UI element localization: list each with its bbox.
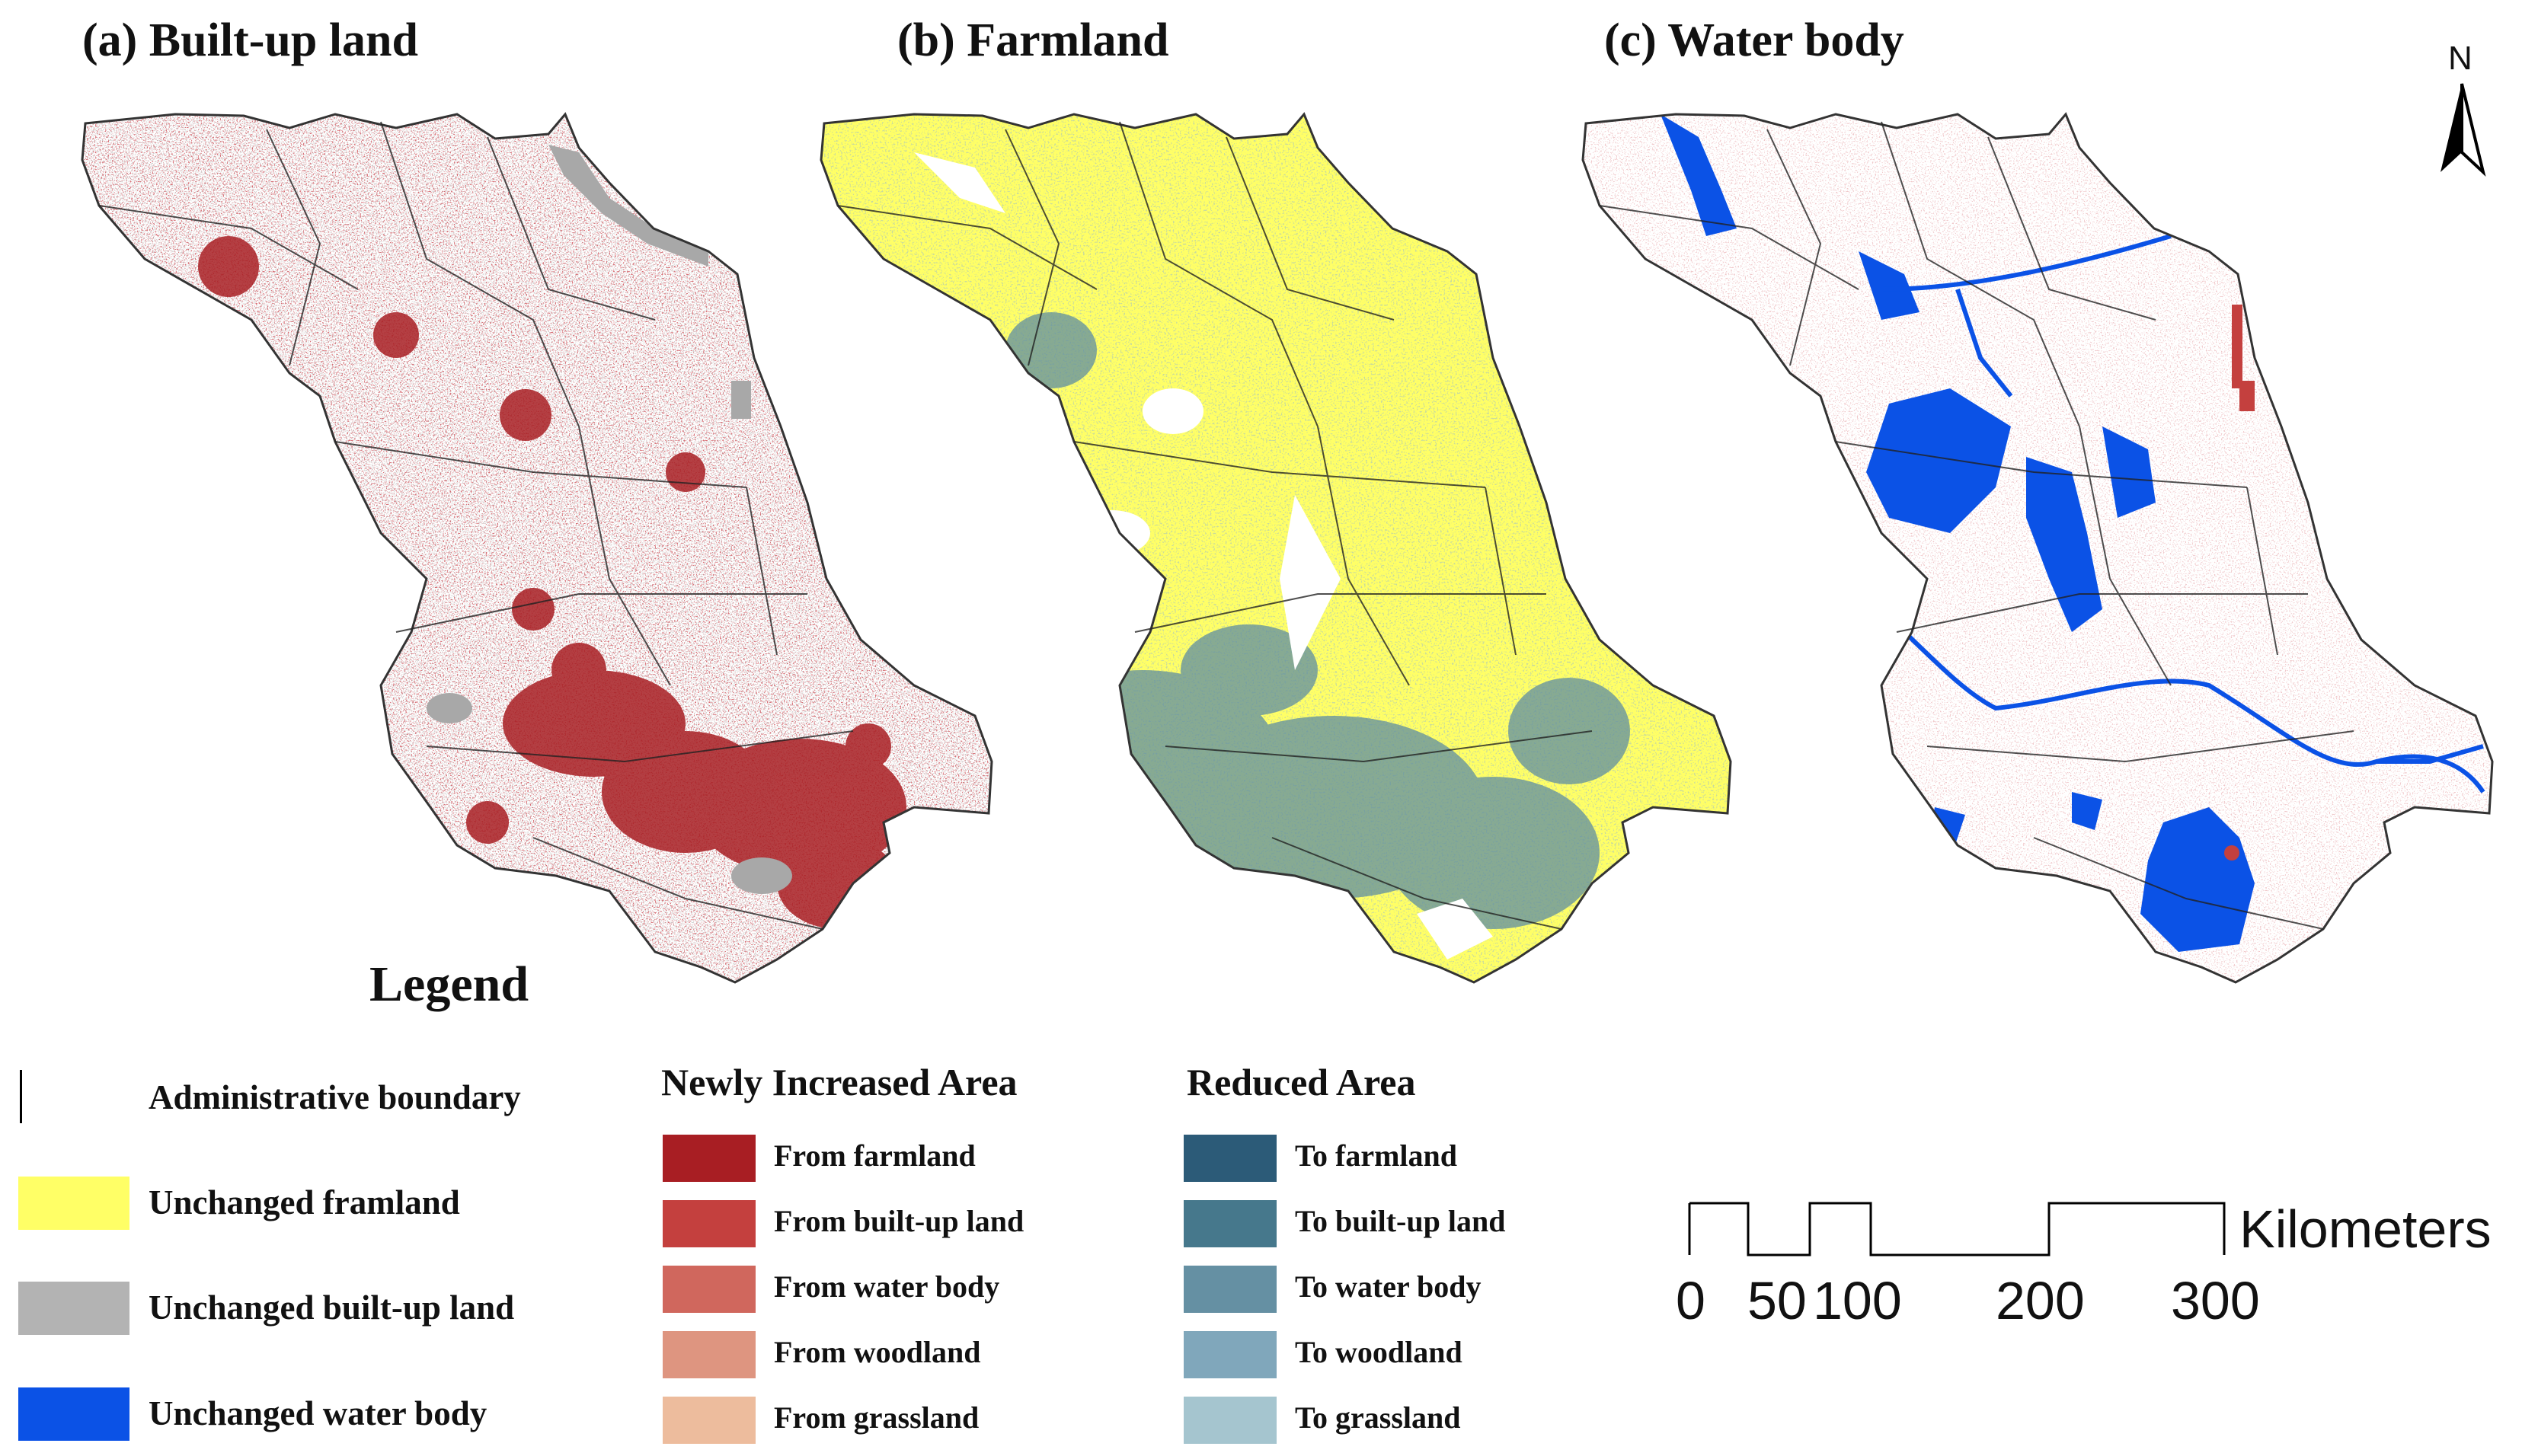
- legend-boundary-label: Administrative boundary: [149, 1078, 521, 1116]
- reduced-title: Reduced Area: [1187, 1061, 1416, 1103]
- swatch-to-woodland: [1184, 1331, 1277, 1378]
- map-water-body: [1581, 113, 2494, 984]
- legend-title: Legend: [369, 956, 529, 1012]
- swatch-from-built-up: [663, 1200, 756, 1247]
- scale-tick-300: 300: [2171, 1271, 2260, 1330]
- swatch-to-grassland: [1184, 1397, 1277, 1444]
- legend-from-woodland: From woodland: [774, 1335, 981, 1369]
- legend-from-built-up: From built-up land: [774, 1204, 1024, 1238]
- swatch-from-farmland: [663, 1135, 756, 1182]
- legend-unchanged-built-up: Unchanged built-up land: [149, 1288, 515, 1327]
- map-farmland: [820, 113, 1732, 984]
- scale-tick-100: 100: [1813, 1271, 1902, 1330]
- scale-tick-50: 50: [1747, 1271, 1807, 1330]
- swatch-from-woodland: [663, 1331, 756, 1378]
- newly-increased-title: Newly Increased Area: [661, 1061, 1018, 1103]
- boundary-line-swatch: [20, 1070, 22, 1123]
- legend-unchanged-farmland: Unchanged framland: [149, 1183, 460, 1221]
- legend-unchanged-water: Unchanged water body: [149, 1394, 487, 1432]
- scale-bar: [1688, 1202, 2226, 1256]
- swatch-to-built-up: [1184, 1200, 1277, 1247]
- panel-a-title: (a) Built-up land: [82, 14, 419, 66]
- north-arrow-icon: [2441, 83, 2486, 177]
- swatch-from-grassland: [663, 1397, 756, 1444]
- swatch-to-water: [1184, 1266, 1277, 1313]
- panel-c-title: (c) Water body: [1604, 14, 1904, 66]
- legend-to-farmland: To farmland: [1295, 1138, 1458, 1173]
- swatch-from-water: [663, 1266, 756, 1313]
- north-label: N: [2448, 40, 2472, 77]
- legend-to-built-up: To built-up land: [1295, 1204, 1506, 1238]
- legend-from-grassland: From grassland: [774, 1400, 980, 1435]
- swatch-unchanged-built-up: [18, 1282, 129, 1335]
- legend-from-water: From water body: [774, 1269, 1000, 1304]
- swatch-to-farmland: [1184, 1135, 1277, 1182]
- panel-b-title: (b) Farmland: [897, 14, 1169, 66]
- legend-to-water: To water body: [1295, 1269, 1482, 1304]
- scale-unit: Kilometers: [2239, 1199, 2492, 1259]
- swatch-unchanged-water: [18, 1387, 129, 1441]
- swatch-unchanged-farmland: [18, 1177, 129, 1230]
- legend-from-farmland: From farmland: [774, 1138, 976, 1173]
- scale-tick-0: 0: [1676, 1271, 1705, 1330]
- scale-tick-200: 200: [1996, 1271, 2085, 1330]
- legend-to-grassland: To grassland: [1295, 1400, 1461, 1435]
- legend-to-woodland: To woodland: [1295, 1335, 1462, 1369]
